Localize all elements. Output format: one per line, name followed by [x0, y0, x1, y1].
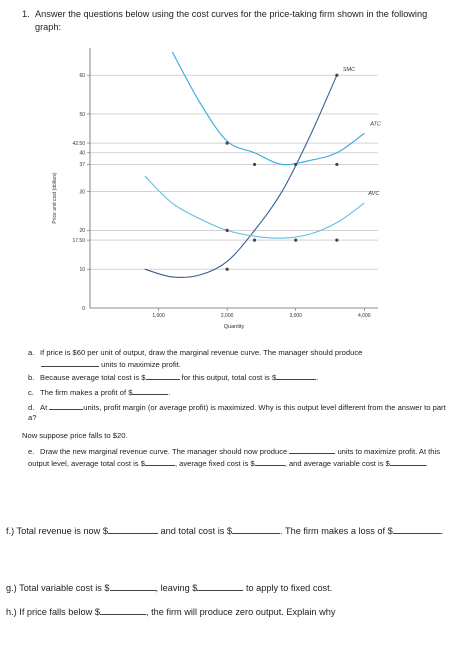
y-tick-label: 60: [79, 73, 85, 79]
chart-point: [294, 238, 298, 242]
y-tick-label: 20: [79, 228, 85, 234]
question-label: b.: [28, 373, 35, 382]
answer-blank[interactable]: [132, 386, 169, 395]
chart-plot-area: 0 10 17.50 20 30 37 40 42.50 50 60 1,000 2,000 3,000…: [52, 48, 381, 330]
now-suppose-text: Now suppose price falls to $20.: [22, 431, 128, 440]
chart-point: [225, 228, 229, 232]
question-label: c.: [28, 388, 34, 397]
chart-point: [225, 141, 229, 145]
answer-blank[interactable]: [289, 445, 336, 454]
x-axis-label: Quantity: [224, 324, 245, 330]
x-tick-label: 1,000: [152, 313, 165, 319]
question-1: 1. Answer the questions below using the …: [22, 8, 454, 33]
chart-point: [335, 73, 339, 77]
answer-blank[interactable]: [389, 457, 426, 467]
answer-blank[interactable]: [276, 371, 317, 380]
question-b: b. Because average total cost is $ for th…: [28, 371, 319, 382]
answer-blank[interactable]: [99, 606, 146, 615]
question-number: 1.: [22, 9, 30, 19]
question-label: d.: [28, 403, 35, 412]
question-f: f.) Total revenue is now $ and total cos…: [6, 525, 444, 536]
answer-blank[interactable]: [232, 525, 281, 534]
y-tick-label: 17.50: [72, 238, 85, 244]
series-line-atc: [171, 51, 365, 166]
y-tick-label: 42.50: [72, 141, 85, 147]
chart-point: [294, 162, 298, 167]
y-tick-label: 0: [82, 306, 85, 312]
y-tick-label: 37: [79, 162, 85, 168]
x-tick-label: 3,000: [289, 313, 302, 319]
x-tick-label: 2,000: [221, 313, 234, 319]
answer-blank[interactable]: [109, 582, 156, 591]
chart-point: [252, 238, 257, 242]
question-1-text: Answer the questions below using the cos…: [35, 9, 428, 32]
series-line-smc: [144, 74, 338, 278]
question-label: a.: [28, 348, 35, 357]
chart-point: [252, 162, 257, 167]
chart-point: [335, 238, 339, 242]
answer-blank[interactable]: [41, 358, 99, 368]
y-axis-label: Price and cost (dollars): [52, 172, 58, 223]
answer-blank[interactable]: [49, 401, 84, 410]
question-a: a. If price is $60 per unit of output, dr…: [28, 348, 363, 370]
series-label-avc: AVC: [367, 191, 379, 197]
question-d: d. At units, profit margin (or average pr…: [28, 401, 446, 423]
answer-blank[interactable]: [107, 525, 158, 534]
x-tick-label: 4,000: [358, 313, 371, 319]
series-line-avc: [144, 175, 365, 239]
series-label-atc: ATC: [369, 121, 381, 127]
answer-blank[interactable]: [144, 457, 175, 467]
question-label: e.: [28, 447, 35, 456]
y-tick-label: 10: [79, 267, 85, 273]
chart-point: [335, 162, 339, 167]
cost-curves-chart: 0 10 17.50 20 30 37 40 42.50 50 60 1,000 2,000 3,000…: [52, 48, 381, 330]
question-e: e. Draw the new marginal revenue curve. T…: [28, 445, 440, 469]
answer-blank[interactable]: [254, 457, 285, 467]
y-tick-label: 50: [79, 112, 85, 118]
series-label-smc: SMC: [343, 67, 355, 73]
answer-blank[interactable]: [392, 525, 441, 534]
answer-blank[interactable]: [197, 582, 244, 591]
question-g: g.) Total variable cost is $, leaving $ …: [6, 582, 333, 593]
chart-point: [225, 267, 229, 271]
question-h: h.) If price falls below $, the firm wil…: [6, 606, 336, 617]
y-tick-label: 30: [79, 189, 85, 195]
question-c: c. The firm makes a profit of $.: [28, 386, 171, 397]
y-tick-label: 40: [79, 151, 85, 157]
answer-blank[interactable]: [145, 371, 180, 380]
